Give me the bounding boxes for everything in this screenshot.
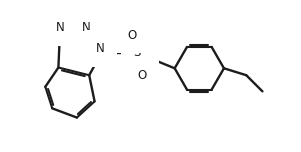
Text: O: O [138,69,147,83]
Text: O: O [127,29,136,42]
Text: N: N [82,21,91,34]
Text: N: N [96,42,105,55]
Text: N: N [56,21,64,34]
Text: S: S [133,46,141,59]
